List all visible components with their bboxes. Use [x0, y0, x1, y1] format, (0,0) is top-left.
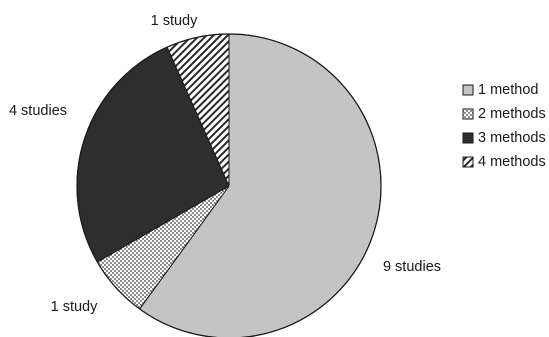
legend-swatch-4: [462, 156, 474, 168]
legend-label-4: 4 methods: [478, 154, 546, 170]
pie-outline: [76, 33, 382, 337]
legend-swatch-1: [462, 84, 474, 96]
legend: 1 method 2 methods 3 methods 4 methods: [462, 82, 546, 170]
pie-slices: [76, 33, 382, 337]
legend-label-1: 1 method: [478, 82, 538, 98]
legend-label-2: 2 methods: [478, 106, 546, 122]
slice-label-1: 9 studies: [383, 259, 441, 275]
legend-label-3: 3 methods: [478, 130, 546, 146]
slice-label-3: 4 studies: [9, 103, 67, 119]
legend-swatch-2: [462, 108, 474, 120]
legend-swatch-3: [462, 132, 474, 144]
slice-label-4: 1 study: [151, 13, 198, 29]
pie-slice-labels: 9 studies 1 study 4 studies 1 study: [9, 13, 441, 315]
slice-label-2: 1 study: [51, 299, 98, 315]
